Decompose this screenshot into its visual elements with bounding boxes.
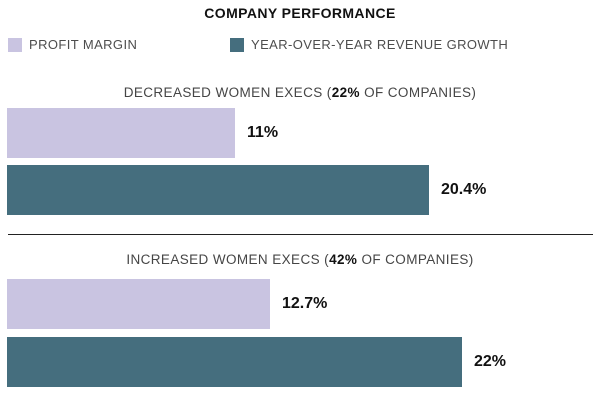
bar-value-label: 12.7% [282, 295, 328, 312]
bar-value-label: 11% [247, 124, 279, 141]
bar-value-label: 22% [474, 353, 507, 370]
legend-label: YEAR-OVER-YEAR REVENUE GROWTH [251, 37, 509, 52]
bar-value-label: 20.4% [441, 181, 487, 198]
chart-title: COMPANY PERFORMANCE [204, 5, 396, 21]
legend: PROFIT MARGIN YEAR-OVER-YEAR REVENUE GRO… [0, 37, 600, 53]
bar-profit_margin [7, 279, 270, 329]
divider-line [8, 234, 593, 235]
group-header-text: OF COMPANIES) [357, 252, 474, 267]
bar-profit_margin [7, 108, 235, 158]
group-header-text: INCREASED WOMEN EXECS ( [126, 252, 330, 267]
group-header-text: DECREASED WOMEN EXECS ( [123, 85, 332, 100]
legend-label: PROFIT MARGIN [29, 37, 138, 52]
legend-swatch-icon [8, 37, 22, 52]
bar-revenue_growth [7, 337, 462, 387]
legend-item: PROFIT MARGIN [8, 37, 137, 52]
group-header-percentage: 22% [331, 85, 360, 100]
group-header: DECREASED WOMEN EXECS (22% OF COMPANIES) [0, 85, 600, 100]
legend-swatch-icon [230, 37, 244, 52]
group-header-percentage: 42% [329, 252, 358, 267]
bar-revenue_growth [7, 165, 429, 215]
legend-item: YEAR-OVER-YEAR REVENUE GROWTH [230, 37, 508, 52]
group-header-text: OF COMPANIES) [359, 85, 477, 100]
group-header: INCREASED WOMEN EXECS (42% OF COMPANIES) [0, 252, 600, 267]
